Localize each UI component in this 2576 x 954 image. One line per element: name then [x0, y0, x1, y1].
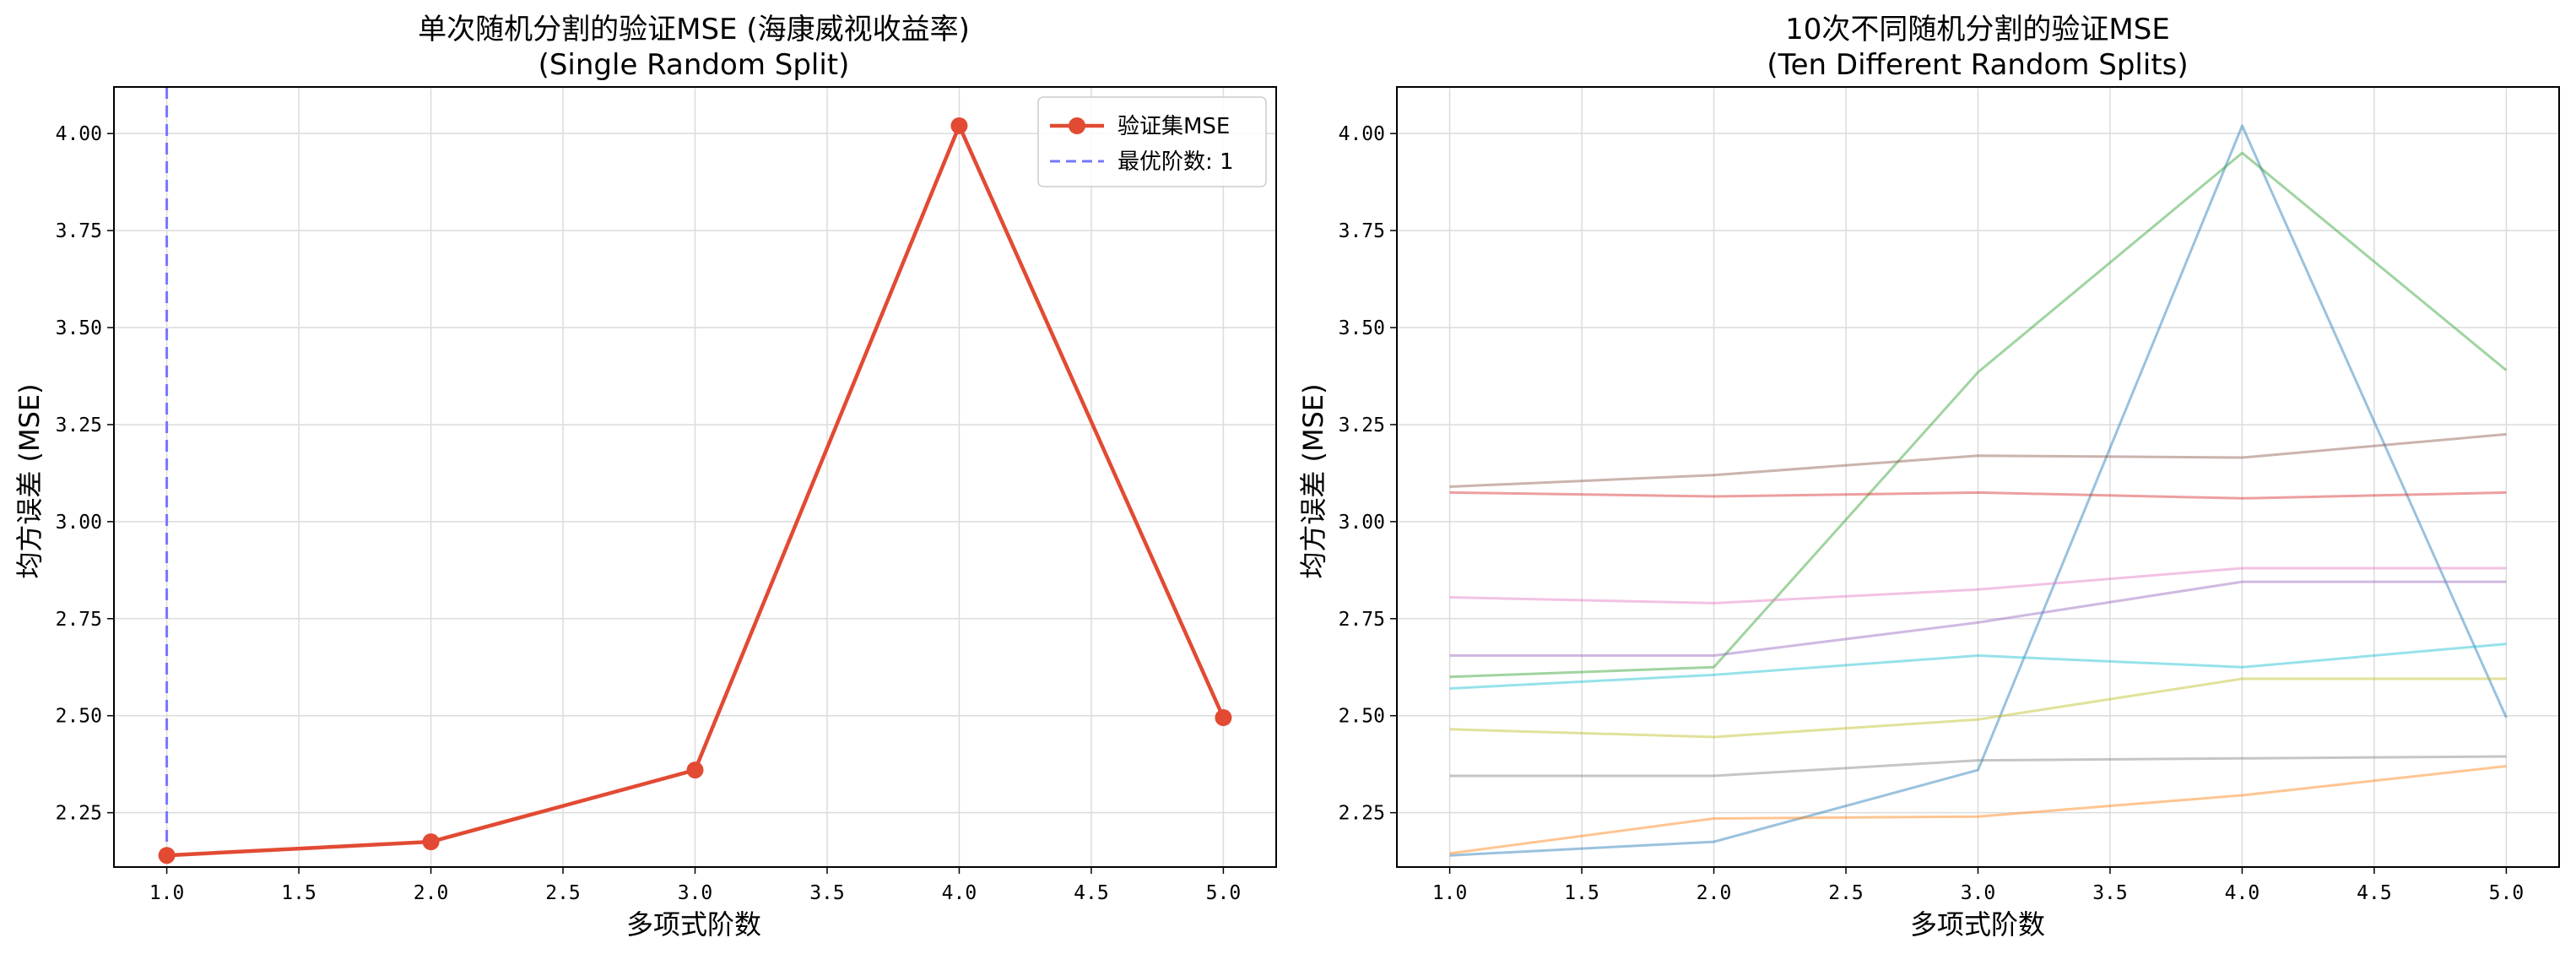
data-point	[686, 762, 704, 779]
series-line-2	[1449, 765, 2507, 855]
y-tick-label: 2.25	[1339, 803, 1385, 825]
y-tick-label: 3.25	[1339, 415, 1385, 436]
y-tick-label: 2.75	[1339, 609, 1385, 631]
legend: 验证集MSE 最优阶数: 1	[1037, 96, 1267, 187]
x-axis-label: 多项式阶数	[626, 908, 761, 940]
data-point	[422, 833, 440, 851]
x-tick-label: 4.0	[942, 882, 977, 904]
chart-title: 单次随机分割的验证MSE (海康威视收益率)	[418, 13, 970, 46]
x-tick-label: 3.0	[1961, 882, 1996, 904]
x-tick-label: 1.5	[281, 882, 317, 904]
y-tick-label: 3.00	[1339, 512, 1385, 534]
x-tick-label: 2.5	[1828, 882, 1864, 904]
x-tick-label: 4.5	[1074, 882, 1109, 904]
series-line-3	[1449, 151, 2508, 679]
x-tick-label: 3.5	[2092, 882, 2128, 904]
chart-subtitle: (Ten Different Random Splits)	[1767, 48, 2188, 82]
x-tick-label: 4.0	[2225, 882, 2260, 904]
y-tick-label: 3.25	[56, 415, 102, 436]
plot-area: 1.0 1.5 2.0 2.5 3.0 3.5 4.0 4.5 5.0 2.25 2.50 2.75 3…	[56, 86, 1277, 904]
y-tick-label: 3.75	[56, 220, 102, 242]
data-point	[158, 847, 176, 865]
chart-subtitle: (Single Random Split)	[538, 48, 850, 82]
series-line-1	[1449, 124, 2508, 857]
y-tick-label: 3.50	[1339, 317, 1385, 339]
x-tick-label: 4.5	[2357, 882, 2392, 904]
series-line-9	[1449, 677, 2507, 739]
y-tick-label: 2.50	[56, 706, 102, 728]
y-tick-label: 3.00	[56, 512, 102, 534]
data-point	[1215, 709, 1232, 727]
x-tick-label: 2.0	[414, 882, 449, 904]
x-tick-label: 3.5	[809, 882, 845, 904]
series-line-6	[1449, 432, 2507, 488]
series-line-7	[1449, 566, 2507, 604]
chart-single-split: 单次随机分割的验证MSE (海康威视收益率) (Single Random Sp…	[14, 13, 1277, 940]
x-tick-label: 5.0	[1206, 882, 1242, 904]
y-tick-label: 2.50	[1339, 706, 1385, 728]
legend-box	[1037, 96, 1267, 187]
legend-marker-icon	[1069, 117, 1085, 134]
y-tick-label: 2.75	[56, 609, 102, 631]
x-tick-label: 2.5	[545, 882, 581, 904]
plot-area: 1.0 1.5 2.0 2.5 3.0 3.5 4.0 4.5 5.0 2.25 2.50 2.75 3…	[1339, 86, 2560, 904]
y-tick-label: 3.50	[56, 317, 102, 339]
y-axis-label: 均方误差 (MSE)	[1297, 383, 1329, 578]
x-tick-label: 1.0	[1432, 882, 1468, 904]
chart-ten-splits: 10次不同随机分割的验证MSE (Ten Different Random Sp…	[1297, 13, 2560, 940]
x-axis-label: 多项式阶数	[1910, 908, 2045, 940]
chart-title: 10次不同随机分割的验证MSE	[1785, 13, 2170, 46]
legend-label: 验证集MSE	[1118, 114, 1230, 139]
x-tick-label: 5.0	[2489, 882, 2525, 904]
x-tick-label: 1.5	[1564, 882, 1599, 904]
x-tick-label: 1.0	[149, 882, 185, 904]
x-tick-label: 3.0	[678, 882, 713, 904]
series-line-10	[1449, 642, 2507, 690]
data-point	[950, 117, 968, 134]
x-tick-label: 2.0	[1697, 882, 1732, 904]
y-axis-label: 均方误差 (MSE)	[14, 383, 46, 578]
y-tick-label: 4.00	[1339, 123, 1385, 145]
series-line-8	[1449, 755, 2507, 778]
y-tick-label: 3.75	[1339, 220, 1385, 242]
y-tick-label: 4.00	[56, 123, 102, 145]
series-line-4	[1449, 491, 2507, 500]
y-tick-label: 2.25	[56, 803, 102, 825]
series-line-5	[1449, 580, 2507, 657]
legend-label: 最优阶数: 1	[1118, 149, 1234, 175]
